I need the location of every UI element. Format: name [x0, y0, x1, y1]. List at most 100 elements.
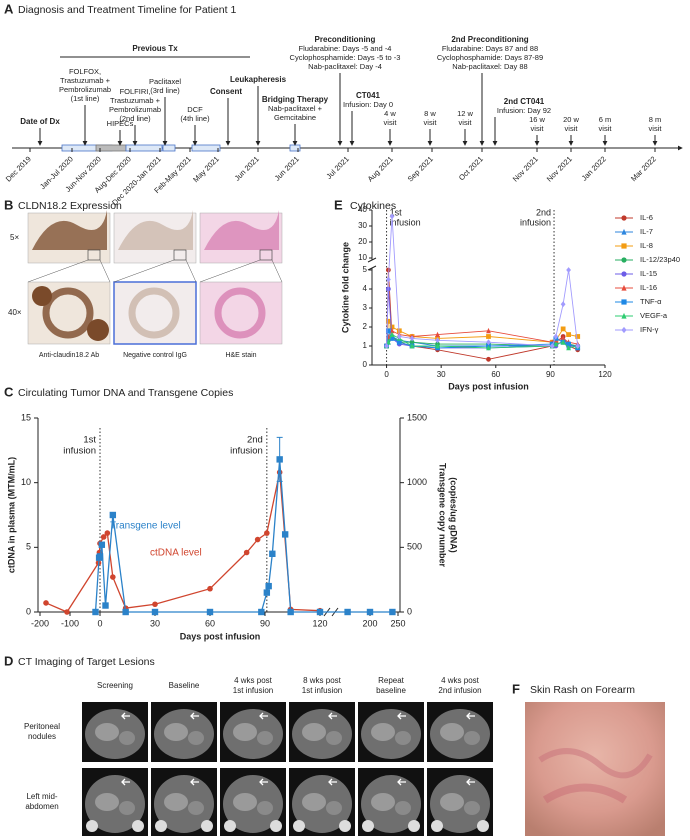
ct-organ — [440, 793, 464, 811]
y-tick-label: 10 — [358, 253, 367, 262]
marker — [486, 334, 491, 339]
ct-column-label: 2nd infusion — [438, 686, 481, 695]
rash-texture — [538, 748, 653, 779]
marker — [409, 335, 415, 342]
marker — [549, 343, 555, 349]
event-title: Bridging Therapy — [262, 95, 329, 104]
ct-arrow — [466, 778, 475, 786]
marker — [575, 343, 581, 349]
ct-row-label: Left mid- — [26, 792, 57, 801]
marker — [553, 333, 559, 340]
marker — [409, 339, 415, 345]
ct-bone — [408, 820, 420, 832]
marker — [206, 608, 214, 616]
ct-organ — [326, 731, 342, 745]
panel-label: B — [4, 197, 13, 212]
marker — [389, 331, 395, 337]
zoom-line — [113, 259, 175, 283]
event-text: visit — [531, 124, 545, 133]
x-tick-label: 30 — [150, 618, 160, 628]
event-text: (4th line) — [180, 114, 210, 123]
legend-label: TNF-α — [640, 297, 662, 306]
annotation: infusion — [390, 217, 421, 227]
marker — [384, 343, 389, 349]
legend-marker — [621, 228, 627, 235]
ct-organ — [164, 723, 188, 741]
y-tick-label: 20 — [358, 237, 367, 246]
y-tick-label: 5 — [363, 265, 368, 274]
event-title: 2nd Preconditioning — [451, 35, 528, 44]
event-text: visit — [649, 124, 663, 133]
marker — [102, 602, 109, 609]
event-text: visit — [565, 124, 579, 133]
marker — [287, 608, 294, 616]
ct-organ — [233, 793, 257, 811]
y2-tick-label: 1000 — [407, 477, 427, 487]
tissue — [214, 287, 266, 339]
marker — [366, 608, 374, 616]
marker — [409, 343, 415, 349]
annotation: infusion — [63, 446, 96, 457]
ct-bone — [86, 820, 98, 832]
x-tick-label: -100 — [61, 618, 79, 628]
x-tick-label: -200 — [31, 618, 49, 628]
annotation: 1st — [83, 435, 96, 446]
marker — [486, 339, 491, 346]
legend-label: IL-15 — [640, 269, 657, 278]
ct-bone — [431, 820, 443, 832]
caption: Negative control IgG — [123, 352, 187, 359]
event-text: Nab-paclitaxel: Day -4 — [308, 62, 382, 71]
x-tick-label: 120 — [598, 370, 612, 379]
marker — [100, 534, 107, 540]
legend-marker — [621, 326, 627, 334]
event-text: 20 w — [563, 115, 579, 124]
ct-organ — [188, 731, 204, 745]
marker — [264, 530, 270, 536]
marker — [486, 327, 491, 334]
marker — [122, 608, 129, 616]
event-text: Pembrolizumab — [109, 105, 161, 114]
event-text: Nab-paclitaxel: Day 88 — [452, 62, 527, 71]
y2-tick-label: 500 — [407, 542, 422, 552]
tissue — [87, 319, 109, 341]
rash-texture — [542, 783, 628, 804]
event-text: visit — [384, 118, 398, 127]
event-text: FOLFOX, — [69, 67, 101, 76]
series-label: Transgene level — [110, 521, 181, 532]
event-title: Leukapheresis — [230, 75, 287, 84]
panel-label: F — [512, 681, 520, 696]
chart-title: Cytokines — [350, 200, 396, 212]
x-tick-label: 0 — [97, 618, 102, 628]
ct-arrow — [259, 778, 268, 786]
event-text: Trastuzumab + — [60, 76, 111, 85]
marker — [435, 337, 440, 344]
legend-label: IL-6 — [640, 213, 653, 222]
ct-organ — [464, 731, 480, 745]
ct-organ — [326, 801, 342, 815]
ct-bone — [155, 820, 167, 832]
legend-marker — [621, 271, 627, 277]
marker — [486, 345, 491, 351]
marker — [486, 356, 491, 362]
event-text: Cyclophosphamide: Days 87-89 — [437, 53, 543, 62]
y-axis-label: ctDNA in plasma (MTM/mL) — [6, 457, 16, 573]
marker — [575, 334, 581, 339]
panel-label: E — [334, 197, 343, 212]
legend-label: IL-12/23p40 — [640, 255, 680, 264]
cldn-title: CLDN18.2 Expression — [18, 200, 122, 212]
treatment-bar — [125, 144, 163, 152]
event-text: Trastuzumab + — [110, 96, 161, 105]
tissue — [32, 210, 107, 250]
timeline-title: Diagnosis and Treatment Timeline for Pat… — [18, 4, 236, 16]
ct-bone — [339, 820, 351, 832]
legend-label: IL-8 — [640, 241, 653, 250]
event-text: Fludarabine: Days -5 and -4 — [299, 44, 392, 53]
x-tick-label: 250 — [390, 618, 405, 628]
ct-column-label: Baseline — [169, 681, 200, 690]
ct-arrow — [397, 712, 406, 720]
ct-bone — [362, 820, 374, 832]
ct-organ — [257, 731, 273, 745]
ct-arrow — [121, 712, 130, 720]
annotation: infusion — [520, 217, 551, 227]
ct-column-label: 8 wks post — [303, 676, 342, 685]
